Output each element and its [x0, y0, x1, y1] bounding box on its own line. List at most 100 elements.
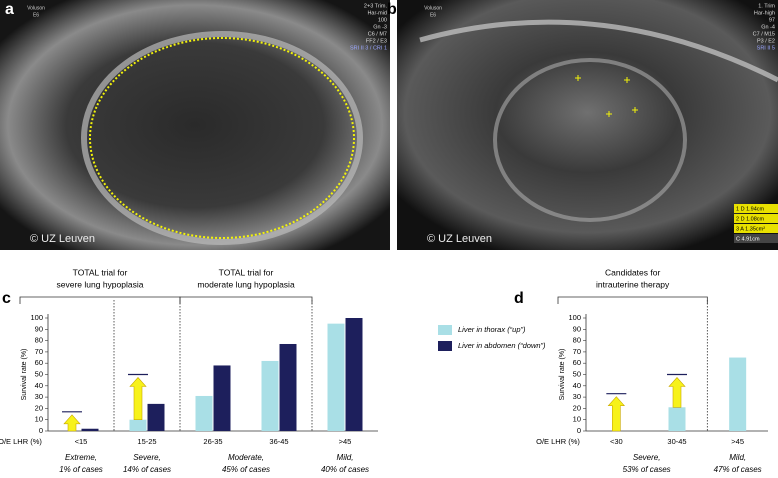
setting-label: SRI II 5 [757, 45, 775, 51]
panel-label: a [5, 1, 14, 18]
y-tick-label: 20 [35, 403, 43, 412]
x-tick-label: <30 [610, 437, 623, 446]
bar [261, 360, 279, 431]
group-label: Severe, [633, 453, 661, 462]
setting-label: Har-high [754, 10, 775, 16]
tissue-band [419, 19, 778, 83]
setting-label: 100 [378, 17, 387, 23]
x-tick-label: 30-45 [667, 437, 686, 446]
y-axis-label: Survival rate (%) [21, 349, 28, 401]
x-tick-label: >45 [339, 437, 352, 446]
setting-label: FF2 / E3 [366, 38, 387, 44]
measurement-bg [734, 224, 778, 233]
group-label: 53% of cases [623, 465, 671, 474]
device-label: E6 [33, 12, 39, 18]
setting-label: C7 / M15 [753, 31, 775, 37]
legend-swatch [438, 341, 452, 351]
group-label: 47% of cases [714, 465, 762, 474]
measurement-bg [734, 214, 778, 223]
y-tick-label: 90 [35, 324, 43, 333]
setting-label: SRI II 3 / CRI 1 [350, 45, 387, 51]
y-tick-label: 100 [30, 313, 43, 322]
x-tick-label: <15 [75, 437, 88, 446]
setting-label: C6 / M7 [368, 31, 387, 37]
y-tick-label: 30 [35, 392, 43, 401]
bar [213, 365, 231, 431]
y-tick-label: 60 [573, 358, 581, 367]
y-tick-label: 40 [35, 381, 43, 390]
measurement-ellipse [89, 37, 355, 239]
skull-outline [81, 31, 363, 245]
panel-label: c [2, 290, 11, 307]
y-tick-label: 0 [39, 426, 43, 435]
x-tick-label: 15-25 [137, 437, 156, 446]
bracket-label: TOTAL trial for [219, 267, 274, 277]
measurement-bg [734, 204, 778, 213]
device-label: Voluson [27, 5, 45, 11]
bracket-label: intrauterine therapy [596, 279, 670, 289]
bracket-label: TOTAL trial for [73, 267, 128, 277]
group-label: 1% of cases [59, 465, 103, 474]
y-tick-label: 10 [35, 415, 43, 424]
bar [195, 395, 213, 431]
setting-label: 2+3 Trim. [364, 3, 388, 9]
improvement-arrow [668, 377, 686, 408]
bar [147, 403, 165, 431]
group-label: Extreme, [65, 453, 97, 462]
improvement-arrow [129, 377, 147, 421]
y-tick-label: 70 [573, 347, 581, 356]
group-label: Moderate, [228, 453, 264, 462]
bar [279, 343, 297, 431]
fetal-outline [493, 58, 687, 222]
device-label: E6 [430, 12, 436, 18]
y-tick-label: 70 [35, 347, 43, 356]
bar [327, 323, 345, 431]
copyright: © UZ Leuven [427, 233, 492, 245]
x-tick-label: >45 [731, 437, 744, 446]
copyright: © UZ Leuven [30, 233, 95, 245]
y-tick-label: 0 [577, 426, 581, 435]
group-label: 14% of cases [123, 465, 171, 474]
y-tick-label: 10 [573, 415, 581, 424]
measurement-label: 1 D 1.94cm [736, 206, 765, 212]
setting-label: 1. Trim [758, 3, 775, 9]
y-tick-label: 90 [573, 324, 581, 333]
measurement-crosses [575, 75, 638, 117]
measurement-label: C 4.91cm [736, 236, 760, 242]
bracket-label: moderate lung hypoplasia [197, 279, 295, 289]
y-tick-label: 50 [573, 369, 581, 378]
bar [81, 428, 99, 431]
x-tick-label: 26-35 [203, 437, 222, 446]
setting-label: Har-mid [367, 10, 387, 16]
setting-label: P3 / E2 [757, 38, 775, 44]
measurement-label: 2 D 1.08cm [736, 216, 765, 222]
setting-label: Gn -4 [761, 24, 775, 30]
improvement-arrow [63, 414, 81, 432]
group-label: Severe, [133, 453, 161, 462]
x-axis-label: O/E LHR (%) [0, 437, 42, 446]
y-tick-label: 60 [35, 358, 43, 367]
bar [345, 318, 363, 431]
x-axis-label: O/E LHR (%) [536, 437, 580, 446]
bracket [179, 296, 313, 304]
improvement-arrow [607, 396, 626, 432]
y-tick-label: 20 [573, 403, 581, 412]
ultrasound-b [397, 0, 778, 250]
group-label: Mild, [729, 453, 746, 462]
x-tick-label: 36-45 [269, 437, 288, 446]
measurement-label: 3 A 1.35cm² [736, 226, 765, 232]
y-tick-label: 100 [568, 313, 581, 322]
y-tick-label: 80 [35, 336, 43, 345]
group-label: 40% of cases [321, 465, 369, 474]
setting-label: Gn -3 [373, 24, 387, 30]
legend-label: Liver in abdomen (“down”) [458, 341, 546, 350]
device-label: Voluson [424, 5, 442, 11]
bar [729, 357, 747, 431]
bracket-label: Candidates for [605, 267, 660, 277]
panel-label: d [514, 290, 524, 307]
panel-label: b [387, 1, 397, 18]
setting-label: 97 [769, 17, 775, 23]
